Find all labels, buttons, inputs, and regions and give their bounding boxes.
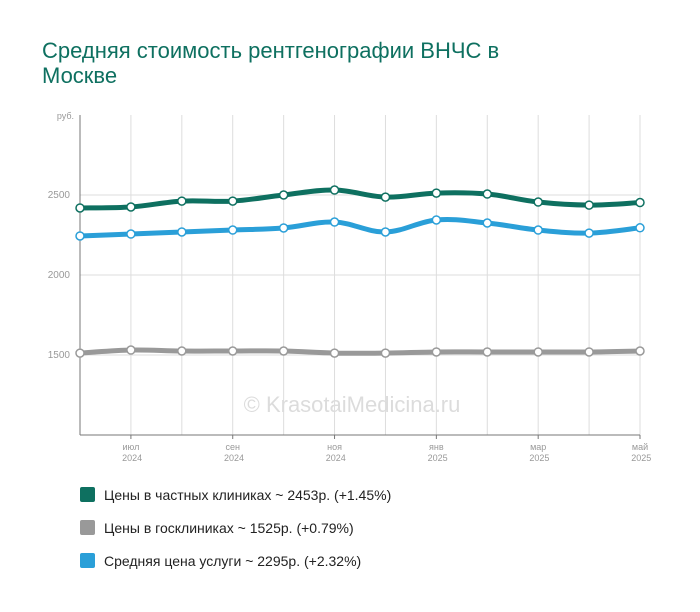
y-axis-label: руб. — [57, 111, 74, 121]
point — [431, 347, 442, 357]
point — [533, 225, 543, 235]
y-tick-label: 1500 — [48, 350, 71, 361]
legend-label: Цены в госклиниках ~ 1525р. (+0.79%) — [104, 520, 354, 536]
y-tick-label: 2000 — [48, 270, 71, 281]
x-tick-label: сен 2024 — [221, 442, 244, 463]
legend-label: Средняя цена услуги ~ 2295р. (+2.32%) — [104, 553, 361, 569]
point — [227, 225, 238, 235]
point — [126, 229, 136, 239]
point — [635, 197, 645, 208]
point — [380, 227, 391, 237]
point — [75, 203, 85, 213]
point — [635, 223, 645, 233]
legend-label: Цены в частных клиниках ~ 2453р. (+1.45%… — [104, 487, 391, 503]
chart-title: Средняя стоимость рентгенографии ВНЧС в … — [42, 38, 500, 88]
point — [227, 196, 238, 206]
x-tick-label: июл 2024 — [120, 442, 143, 463]
point — [278, 190, 289, 200]
point — [177, 346, 187, 356]
legend-swatch — [80, 520, 95, 535]
point — [329, 185, 340, 195]
point — [431, 215, 442, 225]
point — [431, 188, 442, 198]
legend-swatch — [80, 487, 95, 502]
point — [533, 197, 543, 207]
legend-swatch — [80, 553, 95, 568]
watermark: © KrasotaiMedicina.ru — [244, 392, 461, 417]
point — [482, 347, 493, 357]
point — [177, 196, 187, 206]
point — [380, 348, 391, 358]
series-line — [77, 187, 643, 211]
y-tick-label: 2500 — [48, 190, 71, 201]
point — [380, 192, 391, 202]
point — [278, 346, 289, 356]
x-tick-label: янв 2025 — [425, 442, 448, 463]
point — [227, 346, 238, 356]
point — [584, 228, 594, 238]
point — [75, 348, 85, 358]
point — [278, 223, 289, 233]
point — [75, 231, 85, 241]
point — [635, 346, 645, 356]
series-line — [77, 216, 643, 239]
point — [584, 347, 594, 357]
point — [329, 348, 340, 358]
series-line — [77, 347, 643, 356]
x-tick-label: май 2025 — [629, 442, 652, 463]
x-tick-label: мар 2025 — [527, 442, 550, 463]
point — [177, 227, 187, 237]
point — [482, 189, 493, 199]
point — [126, 202, 136, 212]
point — [126, 345, 136, 355]
point — [533, 347, 543, 357]
point — [482, 218, 493, 228]
point — [329, 217, 340, 227]
point — [584, 200, 594, 210]
x-tick-label: ноя 2024 — [323, 442, 346, 463]
